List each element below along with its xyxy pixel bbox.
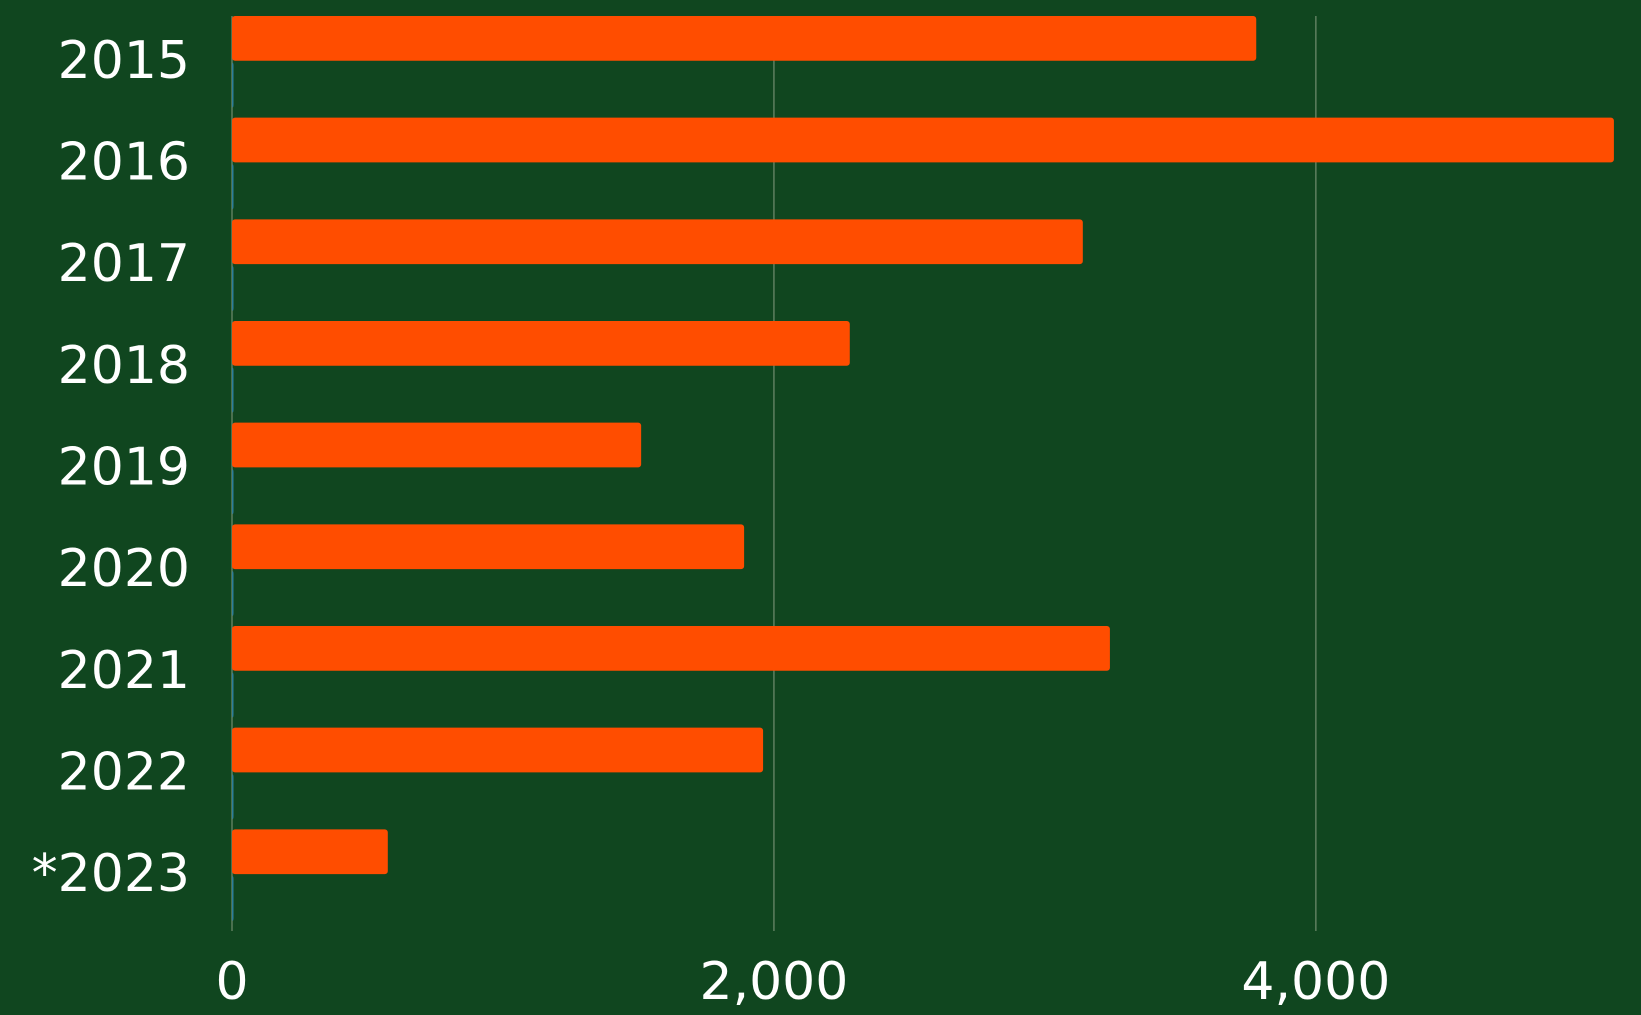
bar (232, 524, 745, 570)
bar (232, 266, 234, 311)
bar (232, 62, 234, 108)
y-tick-label: 2022 (58, 742, 190, 802)
bar (232, 219, 1083, 265)
bar (232, 117, 1614, 163)
bar (232, 469, 234, 515)
bar (232, 626, 1110, 671)
y-tick-label: 2021 (58, 641, 190, 701)
bar (232, 16, 1257, 61)
bar (232, 367, 234, 413)
y-tick-label: *2023 (32, 844, 190, 904)
x-tick-label: 2,000 (699, 952, 848, 1012)
y-tick-label: 2018 (58, 336, 190, 396)
bar (232, 422, 642, 468)
y-tick-label: 2020 (58, 539, 190, 599)
bar (232, 321, 850, 366)
bar (232, 164, 234, 210)
bar (232, 672, 234, 718)
y-tick-label: 2017 (58, 234, 190, 294)
x-tick-label: 0 (215, 952, 248, 1012)
y-tick-label: 2015 (58, 31, 190, 91)
bar (232, 829, 388, 875)
bar (232, 571, 234, 616)
y-tick-label: 2019 (58, 437, 190, 497)
bar (232, 774, 234, 820)
y-tick-label: 2016 (58, 132, 190, 192)
x-tick-label: 4,000 (1241, 952, 1390, 1012)
bar (232, 876, 234, 921)
bar (232, 727, 764, 773)
